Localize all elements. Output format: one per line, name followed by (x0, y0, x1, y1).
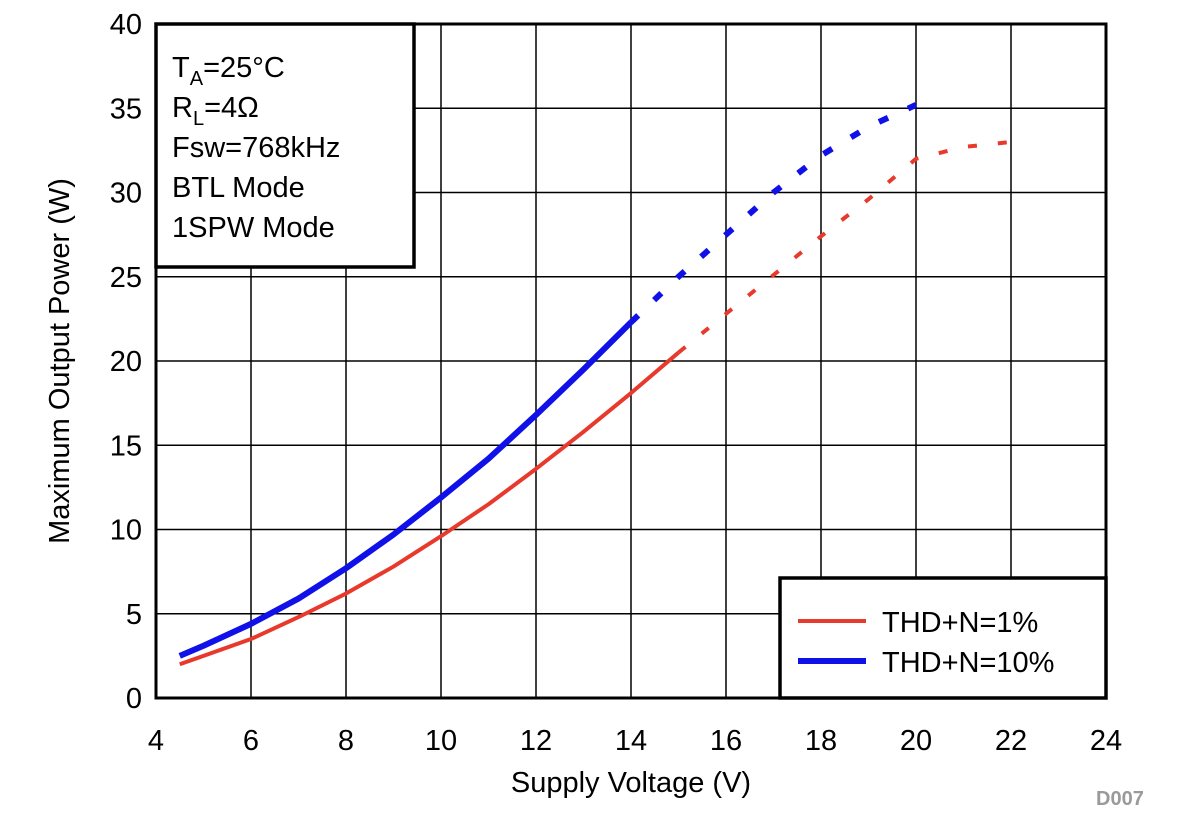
x-tick-label-10: 24 (1090, 725, 1122, 757)
series-1-dotted-line (628, 102, 918, 325)
y-tick-label-2: 10 (110, 515, 142, 547)
legend-label-thd-10: THD+N=10% (882, 647, 1054, 679)
x-tick-label-4: 12 (520, 725, 552, 757)
x-tick-label-6: 16 (710, 725, 742, 757)
x-tick-labels: 4 6 8 10 12 14 16 18 20 22 24 (148, 725, 1122, 757)
legend: THD+N=1% THD+N=10% (778, 576, 1108, 700)
condition-load: RL=4Ω (172, 92, 259, 130)
y-tick-label-5: 25 (110, 262, 142, 294)
condition-fsw: Fsw=768kHz (172, 132, 340, 164)
x-tick-label-0: 4 (148, 725, 164, 757)
y-axis-title: Maximum Output Power (W) (44, 178, 76, 544)
y-tick-labels: 0 5 10 15 20 25 30 35 40 (110, 9, 142, 715)
condition-btl: BTL Mode (172, 172, 305, 204)
series-0-dotted-line (677, 139, 1012, 355)
y-tick-label-8: 40 (110, 9, 142, 41)
legend-label-thd-1: THD+N=1% (882, 607, 1038, 639)
x-tick-label-7: 18 (805, 725, 837, 757)
y-tick-label-0: 0 (126, 683, 142, 715)
x-tick-label-5: 14 (615, 725, 647, 757)
series-0-solid-line (179, 351, 680, 667)
y-tick-label-1: 5 (126, 599, 142, 631)
x-tick-label-1: 6 (243, 725, 259, 757)
plot-border (154, 22, 1108, 700)
x-tick-label-2: 8 (338, 725, 354, 757)
x-axis-title: Supply Voltage (V) (511, 767, 751, 799)
y-tick-label-3: 15 (110, 430, 142, 462)
series-layer (178, 102, 1012, 667)
condition-ambient-temp: TA=25°C (172, 52, 285, 90)
y-tick-label-6: 30 (110, 178, 142, 210)
condition-mode: 1SPW Mode (172, 212, 335, 244)
y-tick-label-4: 20 (110, 346, 142, 378)
figure-code: D007 (1096, 788, 1144, 810)
y-tick-label-7: 35 (110, 93, 142, 125)
series-1-solid-line (178, 320, 634, 659)
conditions-box: TA=25°C RL=4Ω Fsw=768kHz BTL Mode 1SPW M… (154, 22, 416, 269)
x-tick-label-9: 22 (995, 725, 1027, 757)
x-tick-label-3: 10 (425, 725, 457, 757)
x-tick-label-8: 20 (900, 725, 932, 757)
